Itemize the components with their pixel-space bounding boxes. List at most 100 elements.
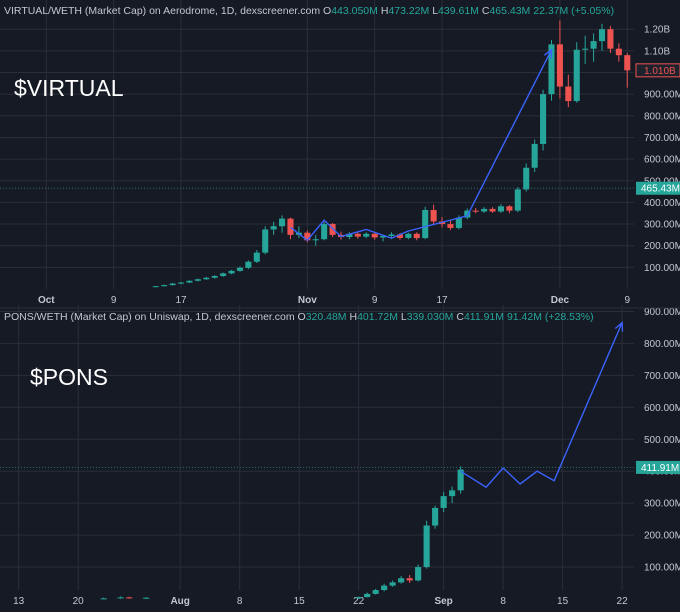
- pons-y-tick-label: 500.00M: [644, 435, 680, 446]
- pons-x-tick-label: 13: [13, 596, 25, 607]
- virtual-candle-body: [329, 224, 336, 235]
- pons-x-tick-label: 20: [73, 596, 85, 607]
- virtual-candle-body: [161, 285, 168, 287]
- pons-close-label: C: [456, 311, 464, 323]
- pons-last-price-text: 411.91M: [641, 463, 679, 474]
- virtual-candle-body: [304, 232, 311, 241]
- virtual-pair-title: VIRTUAL/WETH (Market Cap) on Aerodrome, …: [4, 5, 321, 17]
- virtual-y-tick-label: 1.10B: [644, 46, 670, 57]
- virtual-candle-body: [262, 229, 269, 253]
- virtual-red-price-tag: [635, 63, 680, 78]
- virtual-open-value: 443.050M: [331, 5, 378, 17]
- virtual-candle-body: [279, 218, 286, 227]
- virtual-x-tick-label: 9: [111, 295, 117, 306]
- pons-low-value: 339.030M: [406, 311, 454, 323]
- pons-high-value: 401.72M: [357, 311, 398, 323]
- virtual-low-value: 439.61M: [438, 5, 479, 17]
- virtual-y-tick-label: 700.00M: [644, 133, 680, 144]
- pons-candle-body: [143, 597, 150, 599]
- virtual-candle-body: [523, 167, 530, 190]
- virtual-candle-body: [447, 224, 454, 228]
- pons-x-tick-label: 22: [353, 596, 365, 607]
- virtual-low-label: L: [432, 5, 439, 17]
- virtual-open-label: O: [323, 5, 332, 17]
- virtual-last-price-text: 465.43M: [641, 184, 680, 195]
- pons-candle-body: [372, 590, 379, 594]
- virtual-candle-body: [228, 270, 235, 274]
- pons-x-tick-label: 15: [294, 596, 306, 607]
- virtual-x-tick-label: 9: [624, 295, 630, 306]
- virtual-candle-body: [380, 235, 387, 238]
- pons-candle-body: [398, 578, 405, 583]
- virtual-y-tick-label: 600.00M: [644, 155, 680, 166]
- virtual-candle-body: [321, 224, 328, 240]
- pons-candle-body: [423, 525, 430, 568]
- virtual-candle-body: [506, 206, 513, 211]
- pons-candle-body: [364, 593, 371, 598]
- pons-candle-body: [449, 490, 456, 497]
- pons-high-label: H: [349, 311, 358, 323]
- virtual-y-tick-label: 400.00M: [644, 198, 680, 209]
- virtual-candle-body: [203, 277, 210, 280]
- virtual-candle-body: [177, 282, 185, 284]
- virtual-candle-body: [582, 48, 589, 50]
- pons-candle-body: [440, 496, 447, 508]
- virtual-y-tick-label: 200.00M: [644, 241, 680, 252]
- pons-x-tick-label: 8: [237, 596, 243, 607]
- virtual-candle-body: [590, 41, 597, 49]
- virtual-candle-body: [312, 239, 319, 241]
- virtual-candle-body: [624, 55, 631, 71]
- virtual-close-label: C: [481, 5, 490, 17]
- pons-change-value: 91.42M (+28.53%): [506, 311, 594, 323]
- virtual-candle-body: [363, 233, 370, 237]
- pons-ticker-label: $PONS: [30, 364, 108, 390]
- pons-chart-panel: 100.00M200.00M300.00M400.00M500.00M600.0…: [0, 305, 680, 607]
- virtual-candle-body: [615, 48, 622, 56]
- virtual-candle-body: [194, 279, 201, 281]
- virtual-x-tick-label: Oct: [38, 295, 55, 306]
- virtual-candle-body: [270, 226, 277, 230]
- pons-candle-body: [381, 585, 388, 591]
- pons-y-tick-label: 900.00M: [644, 307, 680, 318]
- virtual-candle-body: [287, 218, 294, 235]
- virtual-candle-body: [464, 210, 471, 218]
- pons-candle-body: [457, 469, 464, 491]
- pons-y-tick-label: 600.00M: [644, 403, 680, 414]
- virtual-candle-body: [253, 252, 260, 262]
- virtual-x-tick-label: 17: [175, 295, 187, 306]
- virtual-candle-body: [169, 283, 176, 286]
- virtual-annotation-arrow: [290, 49, 553, 242]
- virtual-x-tick-label: 17: [436, 295, 448, 306]
- pons-x-tick-label: Aug: [170, 596, 189, 607]
- virtual-candle-body: [413, 233, 420, 239]
- virtual-chart-panel: 100.00M200.00M300.00M400.00M500.00M600.0…: [0, 0, 680, 306]
- virtual-candle-body: [396, 234, 403, 238]
- pons-annotation-arrow: [460, 322, 623, 489]
- pons-candle-body: [432, 507, 439, 526]
- virtual-high-label: H: [380, 5, 389, 17]
- pons-candle-body: [126, 597, 133, 599]
- virtual-candle-body: [245, 261, 252, 268]
- pons-candle-body: [100, 598, 107, 600]
- virtual-y-tick-label: 1.20B: [644, 25, 670, 36]
- pons-y-tick-label: 800.00M: [644, 339, 680, 350]
- virtual-candle-body: [556, 44, 563, 87]
- virtual-candle-body: [236, 267, 243, 271]
- pons-candle-body: [415, 567, 422, 581]
- virtual-x-tick-label: Nov: [298, 295, 317, 306]
- virtual-candle-body: [497, 206, 505, 212]
- virtual-x-tick-label: 9: [372, 295, 378, 306]
- virtual-ticker-label: $VIRTUAL: [14, 75, 124, 101]
- virtual-candle-body: [346, 233, 353, 238]
- virtual-close-value: 465.43M: [489, 5, 531, 17]
- pons-y-tick-label: 300.00M: [644, 499, 680, 510]
- virtual-candle-body: [481, 208, 488, 212]
- pons-last-price-tag: [636, 460, 680, 474]
- pons-low-label: L: [400, 311, 407, 323]
- virtual-candle-body: [152, 286, 159, 288]
- virtual-candle-body: [598, 29, 606, 42]
- virtual-candle-body: [430, 209, 437, 222]
- virtual-candle-body: [489, 208, 496, 212]
- virtual-y-tick-label: 300.00M: [644, 220, 680, 231]
